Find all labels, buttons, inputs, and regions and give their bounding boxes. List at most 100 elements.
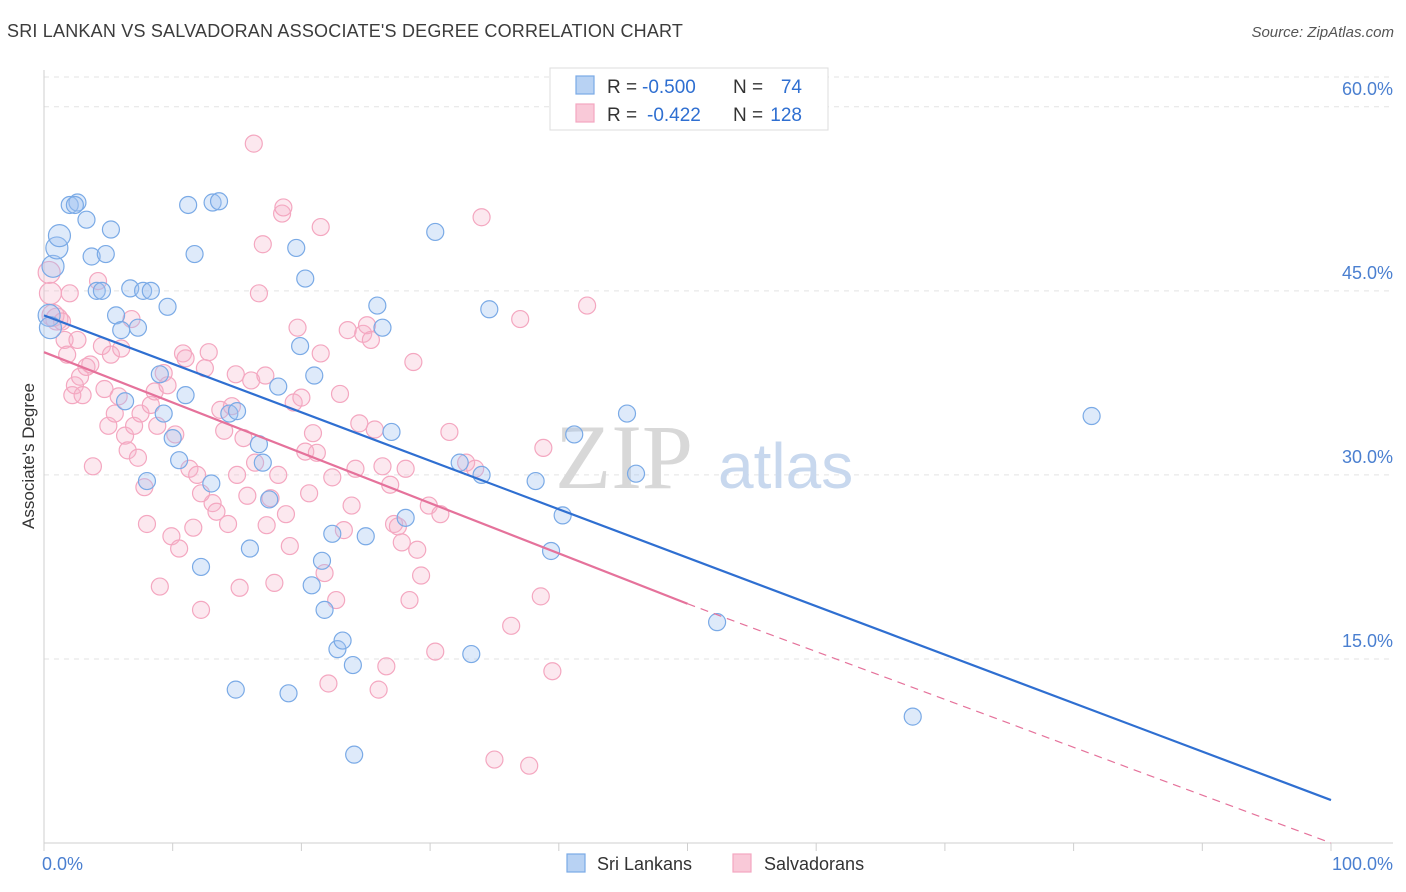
bottom-legend: Sri Lankans Salvadorans xyxy=(566,853,864,874)
salvadorans-point-89 xyxy=(357,316,377,335)
salvadorans-point-72 xyxy=(292,388,311,407)
y-tick-label-0: 15.0% xyxy=(1342,631,1393,651)
sri-lankans-point-15 xyxy=(115,392,135,411)
y-axis-label: Associate's Degree xyxy=(19,383,38,529)
sri-lankans-point-53 xyxy=(356,527,375,546)
salvadorans-point-62 xyxy=(253,235,272,254)
sri-lankans-point-47 xyxy=(315,600,334,619)
trend-line-sri-lankans xyxy=(43,314,1332,802)
sri-lankans-point-39 xyxy=(269,377,288,396)
sri-lankans-point-67 xyxy=(617,404,637,423)
grid-lines xyxy=(44,76,1393,660)
sri-lankans-point-51 xyxy=(343,655,362,675)
salvadorans-point-50 xyxy=(207,502,226,521)
sri-lankans-point-57 xyxy=(396,508,415,527)
bottom-legend-swatch-sri-lankans xyxy=(566,853,586,873)
salvadorans-point-49 xyxy=(203,494,222,513)
sri-lankans-point-23 xyxy=(163,428,182,448)
sri-lankans-point-26 xyxy=(179,195,198,215)
salvadorans-point-118 xyxy=(578,296,597,315)
sri-lankans-point-46 xyxy=(312,551,332,570)
salvadorans-point-18 xyxy=(95,379,114,399)
sri-lankans-point-0 xyxy=(37,303,61,327)
salvadorans-point-114 xyxy=(520,756,539,775)
sri-lankans-point-24 xyxy=(170,451,189,470)
salvadorans-point-32 xyxy=(141,395,160,415)
salvadorans-point-63 xyxy=(257,516,276,535)
salvadorans-point-123 xyxy=(227,465,247,485)
salvadorans-point-111 xyxy=(485,750,504,769)
salvadorans-point-5 xyxy=(55,330,74,350)
salvadorans-point-16 xyxy=(88,271,108,291)
sri-lankans-point-68 xyxy=(626,464,646,483)
sri-lankans-point-56 xyxy=(382,422,401,442)
sri-lankans-point-54 xyxy=(368,296,387,315)
sri-lankans-point-7 xyxy=(65,195,84,215)
sri-lankans-point-42 xyxy=(291,336,310,356)
sri-lankans-point-52 xyxy=(345,745,364,764)
sri-lankans-point-31 xyxy=(209,192,229,211)
trend-line-salvadorans-extension xyxy=(687,603,1332,844)
salvadorans-point-68 xyxy=(276,505,296,524)
salvadorans-point-59 xyxy=(242,371,261,390)
salvadorans-point-112 xyxy=(502,616,521,635)
bottom-legend-salvadorans: Salvadorans xyxy=(764,854,864,874)
salvadorans-point-44 xyxy=(184,518,203,537)
salvadorans-point-83 xyxy=(334,521,353,540)
sri-lankans-point-40 xyxy=(279,684,298,703)
salvadorans-point-92 xyxy=(369,680,388,699)
salvadorans-point-113 xyxy=(511,309,530,329)
sri-lankans-point-34 xyxy=(227,402,247,421)
salvadorans-point-108 xyxy=(457,453,476,472)
salvadorans-point-120 xyxy=(274,198,293,217)
y-tick-label-1: 30.0% xyxy=(1342,447,1393,467)
legend-r-value-1: -0.500 xyxy=(642,77,696,98)
sri-lankans-point-2 xyxy=(41,254,65,278)
sri-lankans-point-9 xyxy=(82,247,101,266)
legend-n-label-2: N = xyxy=(733,105,763,126)
sri-lankans-point-35 xyxy=(240,539,260,558)
salvadorans-point-46 xyxy=(191,600,211,619)
sri-lankans-point-55 xyxy=(373,318,392,337)
salvadorans-point-77 xyxy=(311,344,330,363)
y-tick-labels: 15.0% 30.0% 45.0% 60.0% xyxy=(1342,79,1393,651)
legend-swatch-sri-lankans xyxy=(575,75,595,95)
legend: R = -0.500 N = 74 R = -0.422 N = 128 xyxy=(549,67,829,131)
salvadorans-point-25 xyxy=(118,441,137,460)
sri-lankans-point-73 xyxy=(154,404,173,423)
salvadorans-point-103 xyxy=(411,566,431,585)
salvadorans-point-54 xyxy=(222,397,242,416)
salvadorans-point-93 xyxy=(373,457,392,476)
watermark: ZIP atlas xyxy=(555,406,853,508)
sri-lankans-point-69 xyxy=(708,613,727,632)
sri-lankans-point-44 xyxy=(302,576,321,595)
sri-lankans-point-50 xyxy=(333,631,352,650)
salvadorans-point-0 xyxy=(37,260,61,285)
sri-lankans-point-20 xyxy=(141,281,160,300)
sri-lankans-point-71 xyxy=(1082,406,1101,426)
salvadorans-point-100 xyxy=(400,590,419,610)
sri-lankans-point-19 xyxy=(137,471,157,491)
salvadorans-point-107 xyxy=(440,422,459,442)
salvadorans-point-117 xyxy=(543,662,562,681)
salvadorans-point-31 xyxy=(137,514,157,534)
sri-lankans-point-62 xyxy=(480,300,499,319)
sri-lankans-point-48 xyxy=(323,524,342,543)
sri-lankans-point-43 xyxy=(296,269,315,288)
salvadorans-point-48 xyxy=(199,343,218,362)
bottom-legend-swatch-salvadorans xyxy=(732,853,752,873)
salvadorans-point-21 xyxy=(105,404,124,423)
series-salvadorans-points xyxy=(37,134,597,775)
salvadorans-point-87 xyxy=(350,414,369,433)
salvadorans-point-11 xyxy=(70,367,90,386)
salvadorans-point-116 xyxy=(534,438,553,458)
watermark-zip: ZIP xyxy=(555,406,693,508)
sri-lankans-point-72 xyxy=(92,281,112,300)
source-label: Source: ZipAtlas.com xyxy=(1251,24,1394,41)
salvadorans-point-79 xyxy=(319,674,338,693)
salvadorans-point-84 xyxy=(338,321,357,340)
y-tick-label-3: 60.0% xyxy=(1342,79,1393,99)
sri-lankans-point-70 xyxy=(903,707,922,726)
salvadorans-point-42 xyxy=(176,349,195,368)
